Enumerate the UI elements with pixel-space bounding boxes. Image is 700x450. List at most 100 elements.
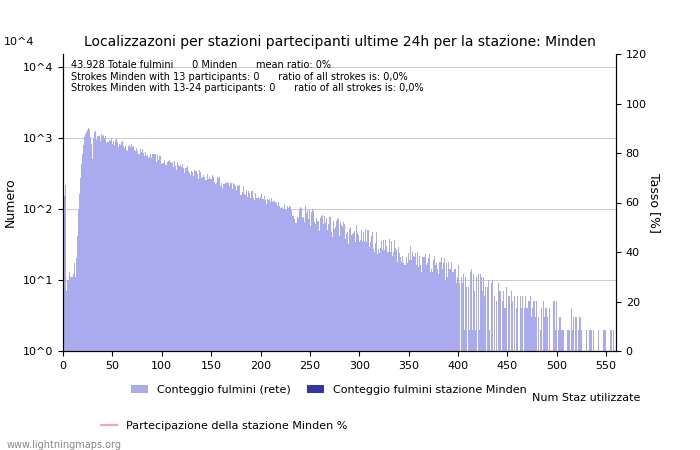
Bar bbox=[169, 160, 170, 450]
Bar bbox=[329, 217, 330, 450]
Bar bbox=[505, 308, 506, 450]
Bar bbox=[344, 224, 345, 450]
Bar bbox=[119, 144, 120, 450]
Bar bbox=[183, 168, 184, 450]
Bar bbox=[438, 274, 439, 450]
Bar bbox=[535, 317, 536, 450]
Bar bbox=[209, 179, 211, 450]
Bar bbox=[270, 202, 271, 450]
Bar bbox=[91, 144, 92, 450]
Bar bbox=[601, 351, 602, 450]
Bar bbox=[164, 160, 165, 450]
Bar bbox=[571, 308, 572, 450]
Bar bbox=[558, 329, 559, 450]
Bar bbox=[148, 158, 149, 450]
Bar bbox=[173, 167, 174, 450]
Bar bbox=[307, 209, 309, 450]
Bar bbox=[499, 291, 500, 450]
Bar bbox=[116, 139, 117, 450]
Bar bbox=[593, 329, 594, 450]
Bar bbox=[226, 183, 228, 450]
Bar bbox=[374, 243, 375, 450]
Bar bbox=[134, 151, 136, 450]
Bar bbox=[175, 166, 176, 450]
Bar bbox=[365, 242, 367, 450]
Bar bbox=[115, 140, 116, 450]
Bar bbox=[90, 137, 91, 450]
Bar bbox=[171, 163, 172, 450]
Bar bbox=[562, 329, 564, 450]
Bar bbox=[600, 351, 601, 450]
Bar bbox=[202, 177, 203, 450]
Bar bbox=[358, 235, 359, 450]
Bar bbox=[485, 287, 486, 450]
Bar bbox=[252, 192, 253, 450]
Bar bbox=[526, 308, 528, 450]
Bar bbox=[214, 182, 215, 450]
Bar bbox=[121, 142, 122, 450]
Bar bbox=[334, 229, 335, 450]
Bar bbox=[109, 140, 110, 450]
Bar bbox=[486, 351, 487, 450]
Bar bbox=[310, 226, 312, 450]
Bar bbox=[396, 250, 398, 450]
Bar bbox=[411, 260, 412, 450]
Bar bbox=[118, 147, 119, 450]
Bar bbox=[514, 351, 516, 450]
Bar bbox=[615, 351, 617, 450]
Bar bbox=[363, 232, 364, 450]
Bar bbox=[234, 184, 235, 450]
Bar bbox=[254, 200, 255, 450]
Bar bbox=[482, 291, 483, 450]
Bar bbox=[572, 329, 573, 450]
Bar bbox=[211, 176, 213, 450]
Bar bbox=[580, 317, 581, 450]
Bar bbox=[220, 181, 221, 450]
Bar bbox=[98, 136, 99, 450]
Bar bbox=[400, 257, 401, 450]
Bar bbox=[454, 270, 456, 450]
Bar bbox=[565, 351, 566, 450]
Bar bbox=[393, 252, 394, 450]
Bar bbox=[576, 317, 577, 450]
Bar bbox=[191, 171, 192, 450]
Text: 10^4: 10^4 bbox=[4, 37, 34, 47]
Bar bbox=[218, 177, 220, 450]
Bar bbox=[489, 329, 490, 450]
Bar bbox=[195, 171, 196, 450]
Bar bbox=[444, 280, 446, 450]
Bar bbox=[466, 287, 468, 450]
Bar bbox=[201, 178, 202, 450]
Bar bbox=[493, 351, 494, 450]
Legend: Conteggio fulmini (rete), Conteggio fulmini stazione Minden: Conteggio fulmini (rete), Conteggio fulm… bbox=[127, 381, 531, 400]
Bar bbox=[368, 230, 369, 450]
Bar bbox=[478, 274, 480, 450]
Bar bbox=[556, 302, 557, 450]
Bar bbox=[129, 145, 130, 450]
Bar bbox=[387, 252, 388, 450]
Bar bbox=[249, 194, 250, 450]
Bar bbox=[412, 252, 413, 450]
Bar bbox=[349, 229, 350, 450]
Bar bbox=[610, 329, 612, 450]
Bar bbox=[161, 164, 162, 450]
Bar bbox=[517, 296, 518, 450]
Bar bbox=[353, 233, 354, 450]
Bar bbox=[136, 151, 138, 450]
Bar bbox=[484, 296, 485, 450]
Bar bbox=[156, 162, 158, 450]
Bar bbox=[204, 180, 206, 450]
Bar bbox=[596, 351, 598, 450]
Bar bbox=[398, 247, 399, 450]
Bar bbox=[72, 277, 74, 450]
Bar bbox=[309, 210, 310, 450]
Bar bbox=[285, 209, 286, 450]
Bar bbox=[362, 241, 363, 450]
Bar bbox=[153, 154, 154, 450]
Bar bbox=[422, 257, 423, 450]
Bar bbox=[592, 351, 593, 450]
Bar bbox=[379, 253, 381, 450]
Bar bbox=[497, 351, 498, 450]
Bar bbox=[446, 264, 447, 450]
Bar bbox=[367, 230, 368, 450]
